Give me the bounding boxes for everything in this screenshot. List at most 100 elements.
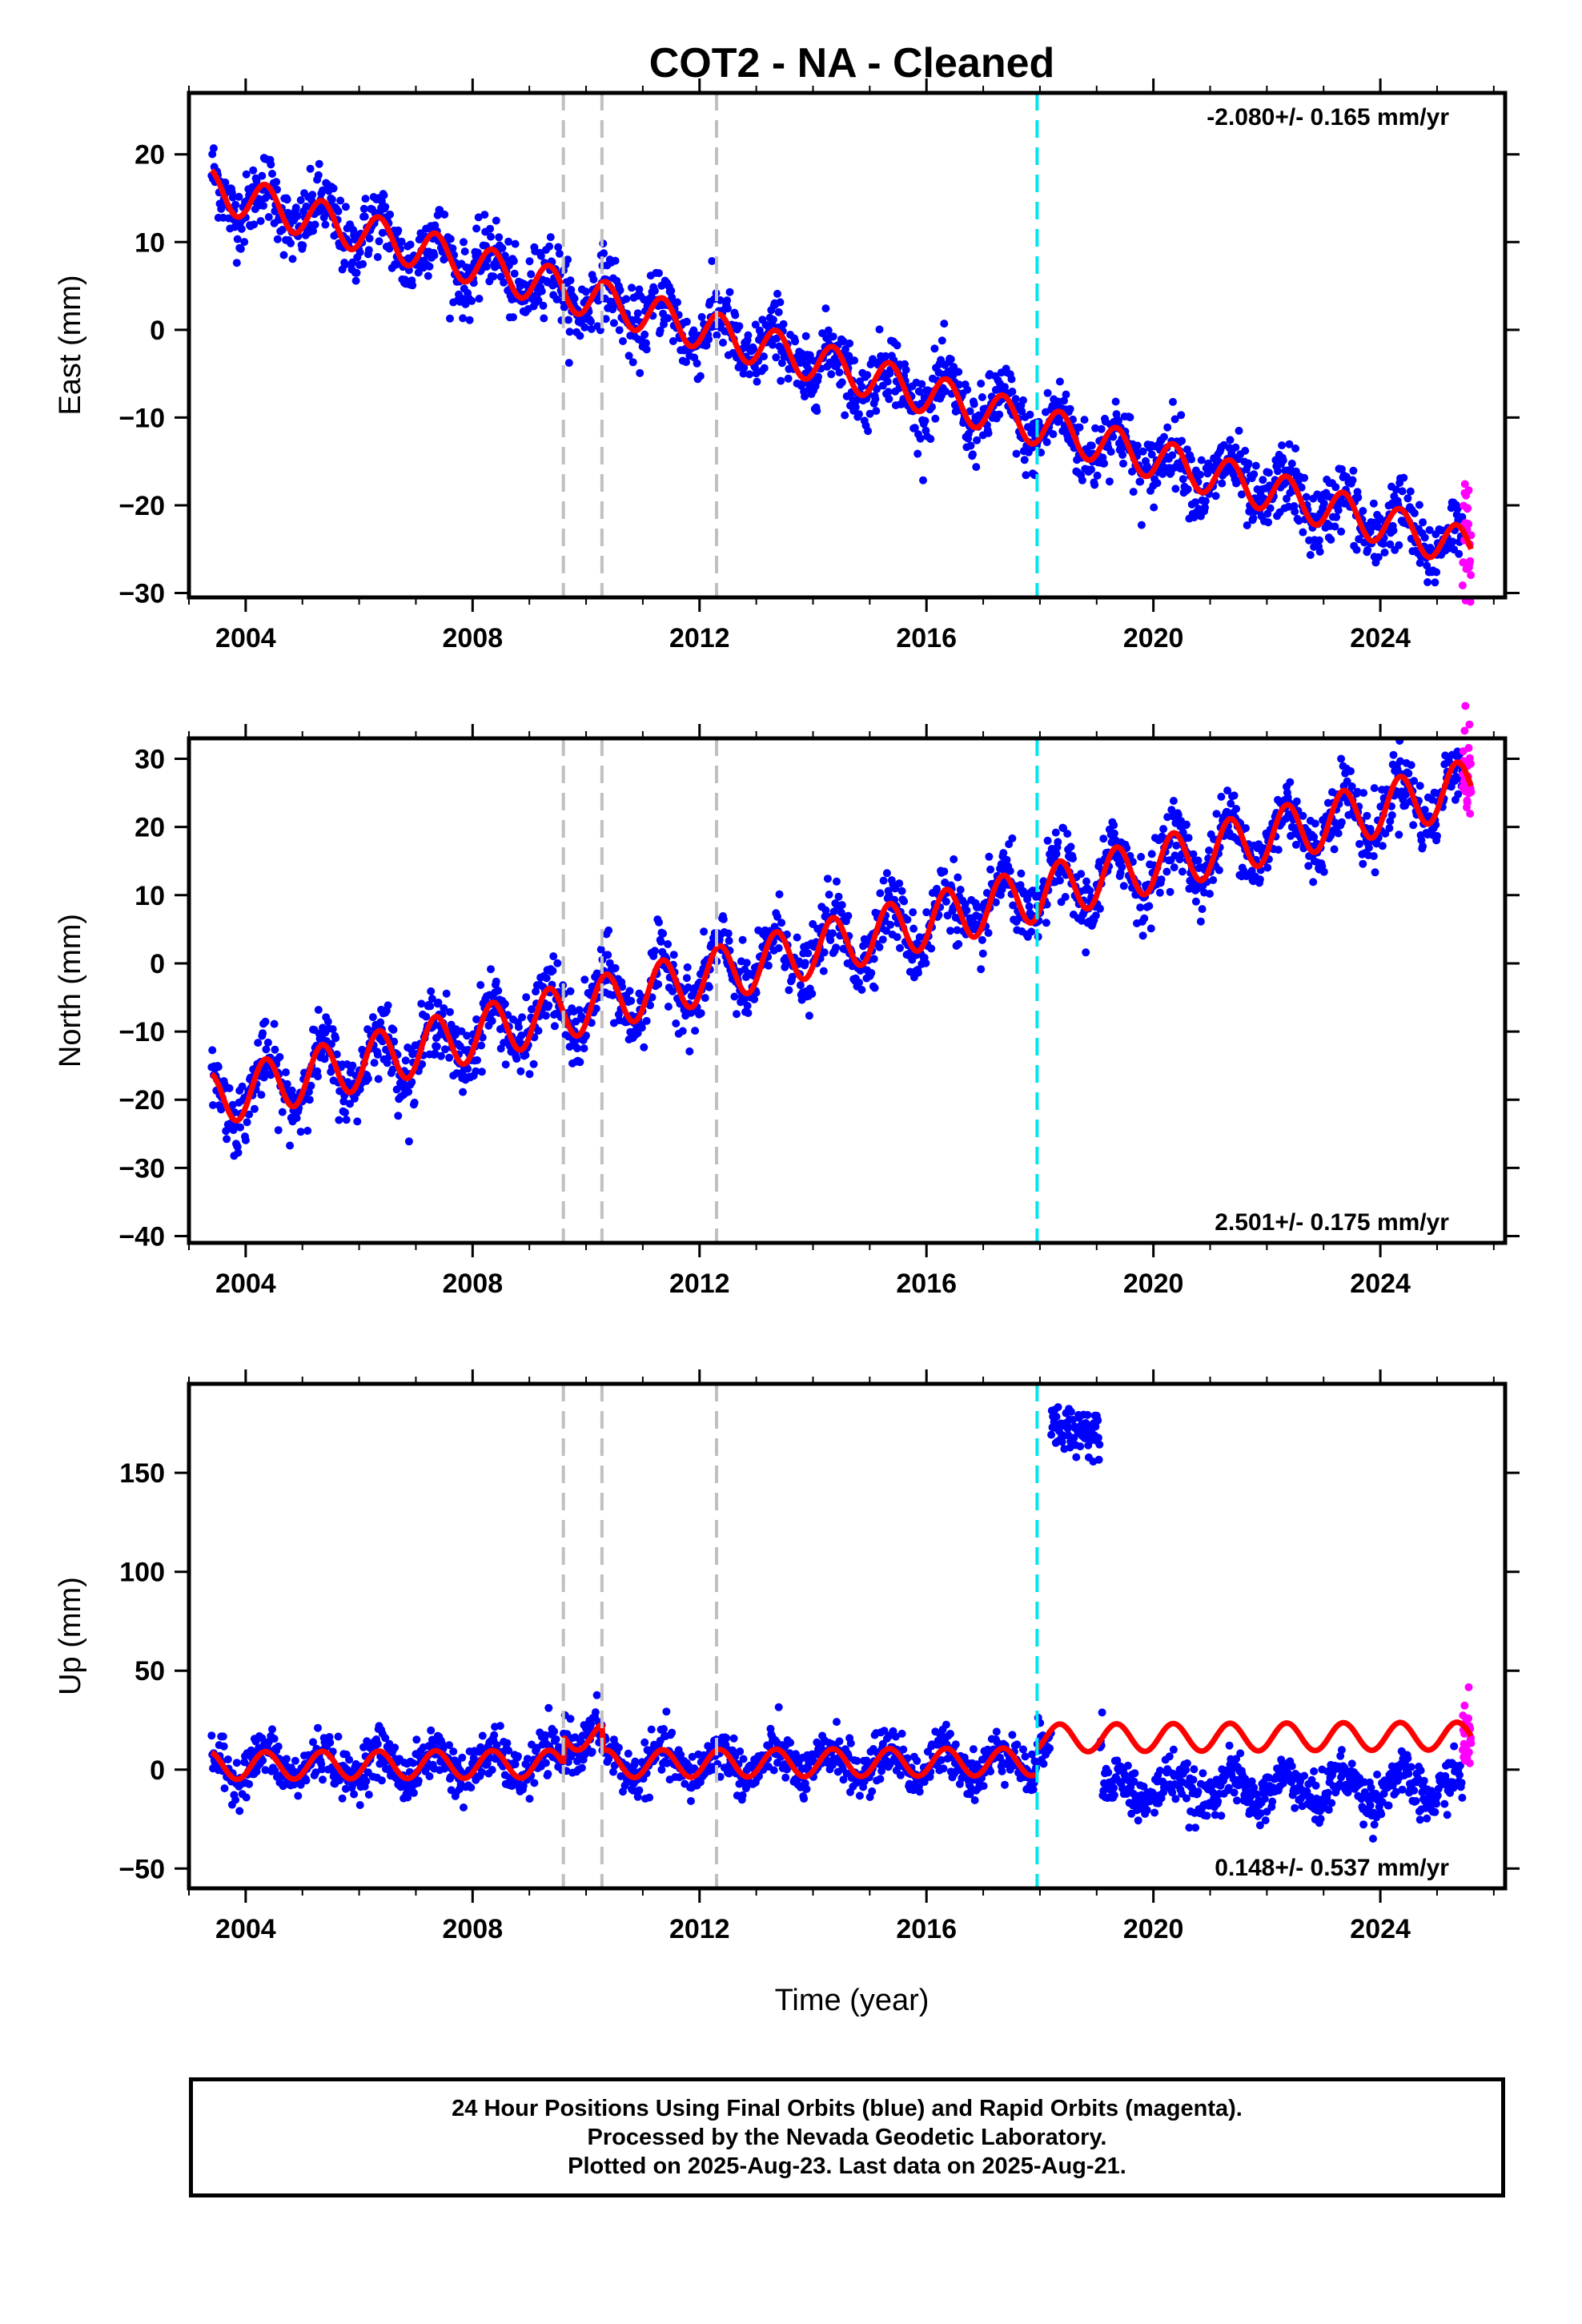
north-final-point bbox=[532, 987, 540, 996]
east-final-point bbox=[1395, 541, 1403, 549]
up-final-point bbox=[478, 1731, 487, 1740]
east-final-point bbox=[272, 178, 281, 187]
east-final-point bbox=[1060, 396, 1068, 405]
east-final-point bbox=[525, 257, 534, 266]
east-final-point bbox=[1354, 493, 1363, 502]
east-final-point bbox=[373, 253, 382, 261]
north-final-point bbox=[472, 1015, 481, 1023]
north-final-point bbox=[882, 869, 891, 878]
east-final-point bbox=[1331, 522, 1339, 531]
up-final-point bbox=[781, 1773, 790, 1782]
east-final-point bbox=[1359, 507, 1367, 515]
north-final-point bbox=[422, 1012, 431, 1021]
up-final-point bbox=[614, 1743, 623, 1752]
north-final-point bbox=[259, 1073, 268, 1082]
north-final-point bbox=[869, 955, 878, 963]
east-final-point bbox=[769, 340, 777, 349]
east-final-point bbox=[1332, 513, 1341, 521]
east-final-point bbox=[884, 388, 893, 396]
east-final-point bbox=[1178, 475, 1187, 484]
east-final-point bbox=[1380, 548, 1389, 557]
east-final-point bbox=[667, 287, 676, 296]
east-final-point bbox=[926, 435, 935, 444]
north-y-tick-label: −20 bbox=[118, 1085, 165, 1116]
east-final-point bbox=[1419, 518, 1427, 527]
north-final-point bbox=[271, 1045, 279, 1054]
east-final-point bbox=[1315, 536, 1323, 545]
east-final-point bbox=[837, 378, 846, 387]
north-final-point bbox=[1078, 916, 1086, 925]
north-final-point bbox=[1209, 876, 1218, 884]
east-final-point bbox=[545, 242, 554, 251]
north-final-point bbox=[876, 889, 885, 898]
north-y-axis-label: North (mm) bbox=[54, 914, 87, 1068]
up-final-point bbox=[467, 1783, 476, 1792]
east-final-point bbox=[940, 320, 949, 328]
east-final-point bbox=[1171, 485, 1180, 493]
east-final-point bbox=[1043, 388, 1052, 397]
east-final-point bbox=[740, 364, 749, 372]
north-final-point bbox=[640, 1043, 648, 1051]
east-final-point bbox=[624, 352, 633, 360]
east-final-point bbox=[772, 353, 781, 362]
east-final-point bbox=[805, 365, 813, 373]
east-final-point bbox=[564, 255, 572, 264]
north-final-point bbox=[742, 959, 751, 967]
up-final-point bbox=[350, 1790, 359, 1799]
north-final-point bbox=[446, 1007, 454, 1016]
up-final-point bbox=[769, 1766, 778, 1775]
east-final-point bbox=[791, 337, 800, 346]
east-final-point bbox=[537, 287, 546, 296]
north-final-point bbox=[834, 892, 843, 901]
north-final-point bbox=[1407, 761, 1415, 770]
east-final-point bbox=[1049, 430, 1058, 439]
north-final-point bbox=[320, 1055, 329, 1063]
north-final-point bbox=[208, 1046, 217, 1055]
north-final-point bbox=[522, 993, 531, 1002]
north-final-point bbox=[223, 1135, 231, 1144]
north-final-point bbox=[697, 1009, 705, 1018]
east-final-point bbox=[760, 352, 768, 361]
north-final-point bbox=[254, 1039, 263, 1047]
up-final-point bbox=[496, 1722, 504, 1731]
east-final-point bbox=[1170, 415, 1179, 424]
north-final-point bbox=[549, 952, 558, 961]
north-y-tick-label: −10 bbox=[118, 1017, 165, 1047]
north-final-point bbox=[678, 1027, 687, 1035]
north-final-point bbox=[368, 1013, 377, 1022]
east-final-point bbox=[716, 296, 725, 304]
north-final-point bbox=[650, 947, 659, 955]
up-final-point bbox=[377, 1776, 386, 1785]
north-final-point bbox=[544, 1001, 553, 1010]
north-final-point bbox=[826, 936, 835, 944]
up-final-point bbox=[550, 1727, 559, 1736]
north-final-point bbox=[950, 855, 958, 863]
north-final-point bbox=[572, 1017, 580, 1026]
east-final-point bbox=[446, 235, 455, 243]
north-final-point bbox=[999, 849, 1008, 858]
east-final-point bbox=[375, 237, 383, 246]
north-final-point bbox=[1417, 836, 1426, 845]
north-final-point bbox=[332, 1050, 341, 1059]
east-final-point bbox=[240, 238, 249, 247]
east-final-point bbox=[1168, 451, 1177, 460]
east-final-point bbox=[1352, 545, 1361, 554]
north-final-point bbox=[445, 1053, 454, 1062]
north-rapid-point bbox=[1460, 726, 1469, 735]
north-final-point bbox=[528, 1005, 536, 1014]
north-final-point bbox=[1309, 878, 1318, 887]
east-x-tick-label: 2012 bbox=[669, 623, 730, 653]
north-y-tick-label: 20 bbox=[135, 813, 165, 843]
east-final-point bbox=[1097, 424, 1106, 433]
east-final-point bbox=[735, 322, 744, 331]
east-final-point bbox=[242, 170, 251, 179]
north-final-point bbox=[428, 995, 436, 1003]
north-final-point bbox=[542, 974, 551, 983]
east-rapid-point bbox=[1467, 571, 1476, 580]
north-final-point bbox=[1119, 882, 1128, 891]
panels-group: 2004 2008 2012 2016 2020 2024−30−20−1001020Ea… bbox=[54, 78, 1520, 1944]
east-final-point bbox=[640, 330, 649, 339]
east-final-point bbox=[1008, 388, 1017, 396]
north-final-point bbox=[417, 999, 426, 1008]
north-final-point bbox=[1401, 802, 1409, 810]
